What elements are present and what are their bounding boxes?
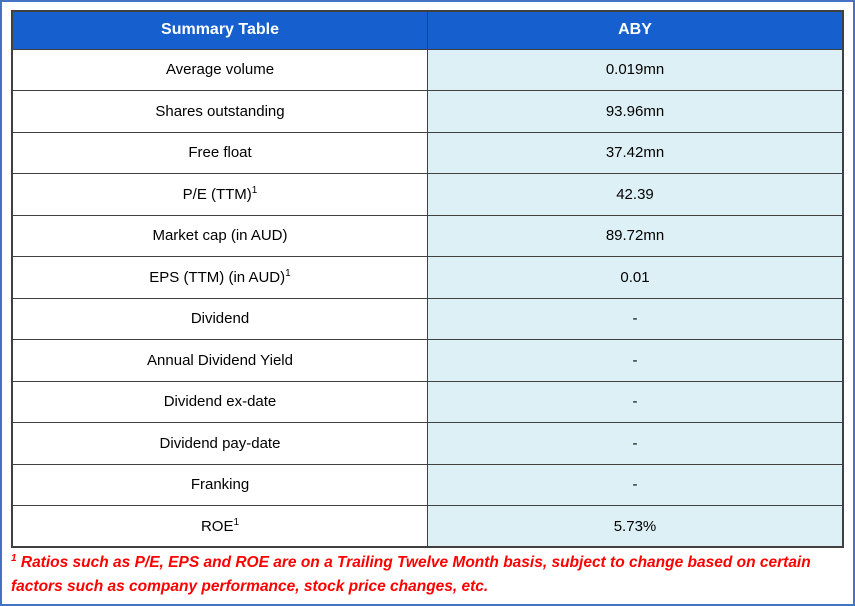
footnote-superscript: 1 bbox=[11, 552, 17, 564]
table-row: EPS (TTM) (in AUD)1 0.01 bbox=[11, 256, 844, 299]
table-row: Market cap (in AUD) 89.72mn bbox=[11, 214, 844, 257]
footnote-text: Ratios such as P/E, EPS and ROE are on a… bbox=[11, 554, 811, 596]
row-label: Dividend bbox=[11, 297, 428, 340]
row-label-text: Annual Dividend Yield bbox=[147, 351, 293, 369]
row-label: Average volume bbox=[11, 48, 428, 91]
row-label: EPS (TTM) (in AUD)1 bbox=[11, 256, 428, 299]
row-label-text: EPS (TTM) (in AUD) bbox=[149, 268, 286, 286]
table-row: Free float 37.42mn bbox=[11, 131, 844, 174]
row-label: Market cap (in AUD) bbox=[11, 214, 428, 257]
row-value: 5.73% bbox=[427, 505, 844, 548]
table-row: Shares outstanding 93.96mn bbox=[11, 90, 844, 133]
header-row: Summary Table ABY bbox=[11, 10, 844, 50]
row-label-text: P/E (TTM) bbox=[182, 185, 252, 203]
row-label-text: Dividend bbox=[190, 310, 250, 328]
row-value: 0.019mn bbox=[427, 48, 844, 91]
header-cell-summary-table: Summary Table bbox=[11, 10, 428, 50]
row-label: Free float bbox=[11, 131, 428, 174]
row-label-text: Market cap (in AUD) bbox=[152, 227, 288, 245]
footnote-marker: 1 bbox=[285, 267, 291, 279]
summary-table: Summary Table ABY Average volume 0.019mn… bbox=[11, 10, 844, 548]
row-value: - bbox=[427, 422, 844, 465]
footnote-marker: 1 bbox=[251, 184, 258, 196]
table-row: Average volume 0.019mn bbox=[11, 48, 844, 91]
row-value: 37.42mn bbox=[427, 131, 844, 174]
row-value: 42.39 bbox=[427, 173, 844, 216]
table-row: P/E (TTM)1 42.39 bbox=[11, 173, 844, 216]
ttm-footnote: 1 Ratios such as P/E, EPS and ROE are on… bbox=[11, 551, 844, 599]
footnote-marker: 1 bbox=[233, 516, 240, 528]
table-row: ROE1 5.73% bbox=[11, 505, 844, 548]
row-label-text: Franking bbox=[190, 476, 250, 494]
row-value: - bbox=[427, 297, 844, 340]
row-value: - bbox=[427, 463, 844, 506]
row-label-text: Free float bbox=[188, 144, 252, 162]
row-label-text: Average volume bbox=[165, 61, 275, 79]
row-label-text: ROE bbox=[200, 517, 234, 535]
row-value: 0.01 bbox=[427, 256, 844, 299]
row-value: - bbox=[427, 339, 844, 382]
table-row: Dividend - bbox=[11, 297, 844, 340]
row-label: Annual Dividend Yield bbox=[11, 339, 428, 382]
row-value: 93.96mn bbox=[427, 90, 844, 133]
row-value: 89.72mn bbox=[427, 214, 844, 257]
row-value: - bbox=[427, 380, 844, 423]
row-label-text: Dividend pay-date bbox=[159, 434, 281, 452]
row-label: Dividend ex-date bbox=[11, 380, 428, 423]
row-label-text: Dividend ex-date bbox=[163, 393, 277, 411]
row-label: Dividend pay-date bbox=[11, 422, 428, 465]
row-label: P/E (TTM)1 bbox=[11, 173, 428, 216]
row-label: ROE1 bbox=[11, 505, 428, 548]
table-row: Franking - bbox=[11, 463, 844, 506]
table-row: Annual Dividend Yield - bbox=[11, 339, 844, 382]
row-label: Franking bbox=[11, 463, 428, 506]
table-row: Dividend ex-date - bbox=[11, 380, 844, 423]
row-label: Shares outstanding bbox=[11, 90, 428, 133]
table-row: Dividend pay-date - bbox=[11, 422, 844, 465]
header-cell-ticker: ABY bbox=[427, 10, 844, 50]
row-label-text: Shares outstanding bbox=[155, 102, 285, 120]
